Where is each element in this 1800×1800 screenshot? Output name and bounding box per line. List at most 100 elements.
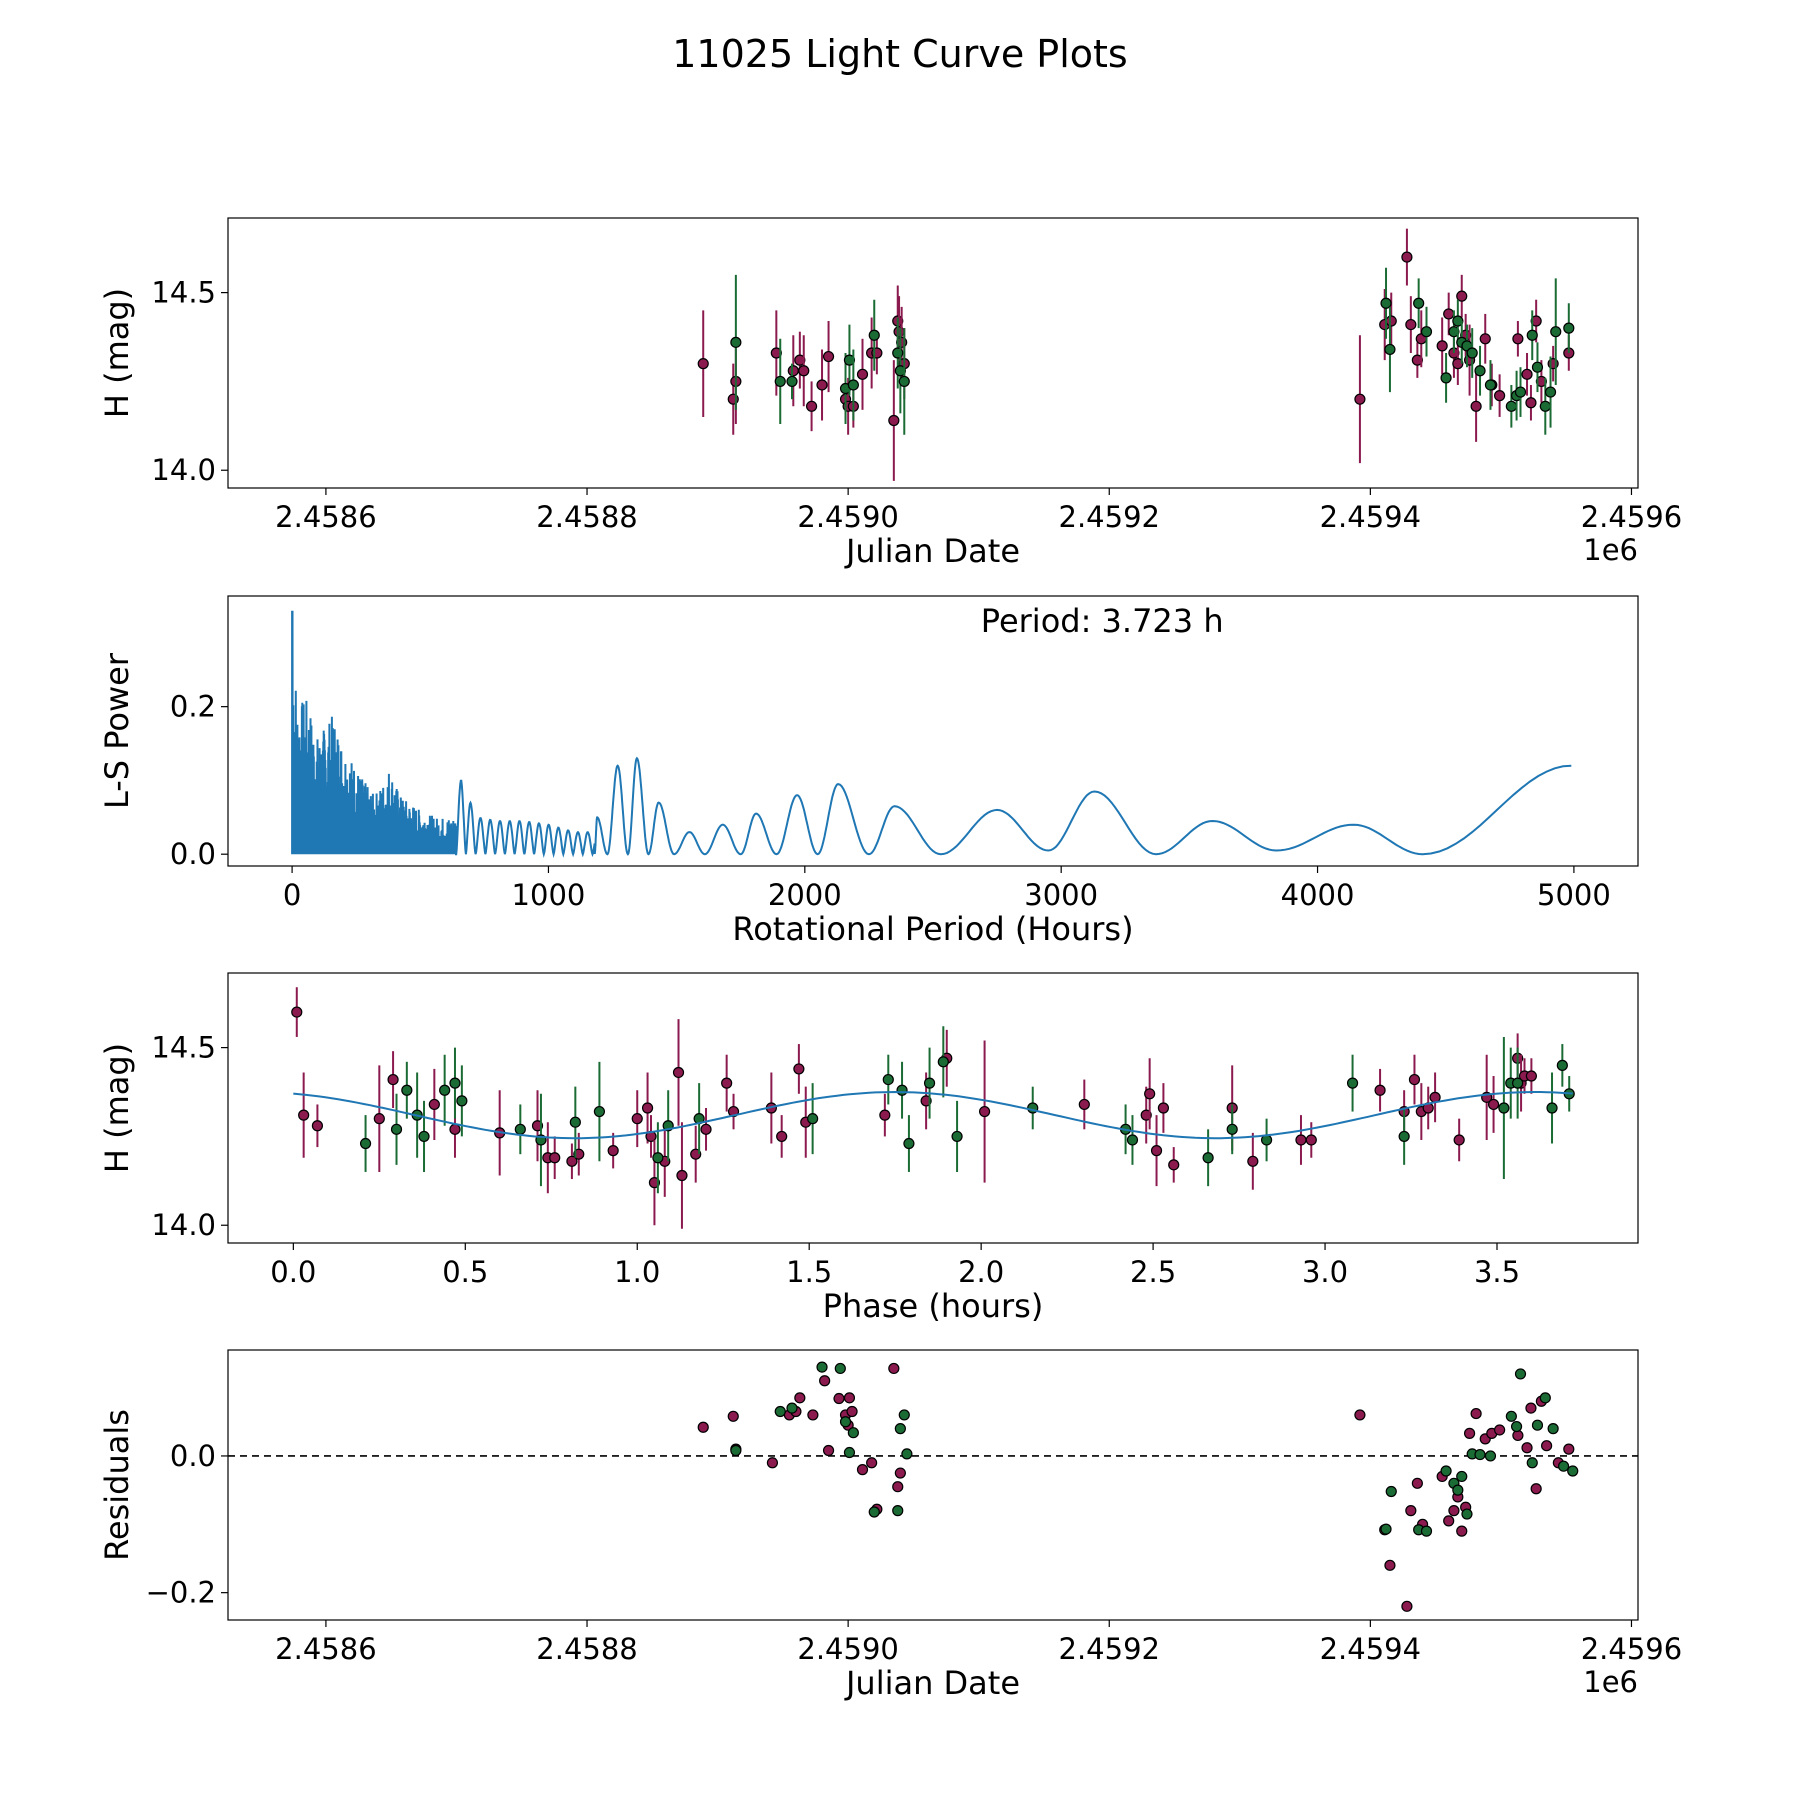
residuals-point xyxy=(774,1405,786,1418)
phased-point xyxy=(401,1084,413,1096)
phased-point xyxy=(373,1113,385,1125)
lightcurve-point xyxy=(843,354,856,366)
lightcurve-point xyxy=(1420,326,1433,338)
residuals-ytick-label: 0.0 xyxy=(170,1439,216,1473)
residuals-point xyxy=(888,1362,900,1375)
phased-xtick-label: 2.0 xyxy=(958,1255,1004,1289)
lightcurve-ytick-label: 14.5 xyxy=(151,276,216,310)
residuals-ytick-label: −0.2 xyxy=(146,1576,216,1610)
lightcurve-point xyxy=(1525,397,1537,409)
phased-panel: 0.0 0.5 1.0 1.5 2.0 2.5 3.0 3.5 14.0 14.5 Phase (h… xyxy=(98,972,1639,1325)
lightcurve-plot-area xyxy=(697,228,1575,481)
phased-point xyxy=(631,1113,643,1125)
residuals-point xyxy=(1547,1423,1559,1435)
phased-point xyxy=(569,1116,581,1128)
residuals-point xyxy=(1456,1470,1468,1483)
lightcurve-point xyxy=(1440,372,1452,384)
phased-point xyxy=(978,1105,991,1118)
phased-point xyxy=(456,1095,468,1107)
residuals-point xyxy=(1521,1442,1533,1454)
phased-point xyxy=(1202,1152,1214,1164)
phased-point xyxy=(387,1073,399,1086)
lightcurve-point xyxy=(1354,393,1366,405)
phased-point xyxy=(1525,1070,1537,1082)
residuals-point xyxy=(847,1427,859,1439)
phased-point xyxy=(700,1123,712,1135)
periodogram-panel: 0 1000 2000 3000 4000 5000 0.0 0.2 Rotational Pe… xyxy=(98,595,1639,948)
residuals-axes-frame xyxy=(227,1349,1639,1621)
period-annotation: Period: 3.723 h xyxy=(981,602,1224,640)
residuals-point xyxy=(1567,1465,1579,1477)
residuals-point xyxy=(1385,1485,1397,1498)
residuals-point xyxy=(786,1402,798,1414)
residuals-point xyxy=(1411,1477,1423,1489)
phased-point xyxy=(1247,1155,1259,1167)
residuals-point xyxy=(839,1416,852,1428)
phased-point xyxy=(1150,1145,1163,1157)
lightcurve-point xyxy=(774,375,786,388)
lightcurve-point xyxy=(1474,365,1486,377)
lightcurve-point xyxy=(1514,386,1527,398)
residuals-point xyxy=(833,1392,845,1405)
lightcurve-point xyxy=(1521,368,1533,380)
lightcurve-ytick-label: 14.0 xyxy=(151,453,216,487)
phased-point xyxy=(1374,1084,1386,1096)
phased-point xyxy=(514,1123,526,1135)
residuals-point xyxy=(794,1392,806,1404)
phased-point xyxy=(1078,1098,1090,1111)
residuals-point xyxy=(1563,1443,1575,1455)
phased-point xyxy=(1546,1102,1558,1114)
phased-point xyxy=(672,1066,685,1079)
residuals-xtick-label: 2.4586 xyxy=(275,1632,376,1666)
phased-point xyxy=(1226,1123,1238,1135)
lightcurve-xlabel: Julian Date xyxy=(844,532,1020,570)
periodogram-xtick-label: 4000 xyxy=(1281,878,1355,912)
periodogram-ytick-label: 0.2 xyxy=(170,690,216,724)
residuals-xtick-label: 2.4588 xyxy=(536,1632,637,1666)
lightcurve-point xyxy=(1448,326,1460,338)
phased-point xyxy=(449,1123,461,1135)
residuals-point xyxy=(868,1506,880,1518)
phased-point xyxy=(721,1077,733,1089)
lightcurve-xtick-label: 2.4586 xyxy=(275,500,376,534)
residuals-point xyxy=(894,1423,906,1435)
lightcurve-xtick-label: 2.4590 xyxy=(797,500,898,534)
lightcurve-axes-frame xyxy=(227,217,1639,489)
phased-point xyxy=(418,1130,430,1143)
residuals-point xyxy=(727,1410,739,1422)
lightcurve-point xyxy=(1401,251,1413,263)
lightcurve-point xyxy=(1530,315,1542,327)
residuals-point xyxy=(846,1405,858,1418)
lightcurve-point xyxy=(770,347,782,359)
residuals-point xyxy=(843,1446,856,1459)
lightcurve-point xyxy=(1563,322,1575,334)
phased-xtick-label: 1.5 xyxy=(786,1255,832,1289)
residuals-point xyxy=(892,1481,904,1493)
phased-point xyxy=(882,1073,894,1086)
phased-point xyxy=(1157,1102,1170,1114)
residuals-point xyxy=(1384,1559,1396,1571)
phased-point xyxy=(428,1098,440,1111)
phased-point xyxy=(390,1123,403,1135)
residuals-xtick-label: 2.4596 xyxy=(1581,1632,1682,1666)
phased-point xyxy=(566,1155,578,1167)
phased-point xyxy=(311,1120,324,1132)
phased-point xyxy=(879,1109,891,1121)
phased-ytick-label: 14.0 xyxy=(151,1208,216,1242)
phased-point xyxy=(1144,1088,1156,1100)
lightcurve-xtick-label: 2.4592 xyxy=(1059,500,1160,534)
residuals-xtick-label: 2.4590 xyxy=(797,1632,898,1666)
lightcurve-point xyxy=(730,336,742,348)
lightcurve-point xyxy=(1456,290,1468,302)
residuals-point xyxy=(697,1421,709,1433)
phased-ytick-label: 14.5 xyxy=(151,1031,216,1065)
phased-point xyxy=(607,1145,619,1157)
phased-xlabel: Phase (hours) xyxy=(823,1287,1044,1325)
phased-point xyxy=(807,1113,819,1125)
residuals-point xyxy=(1526,1457,1538,1469)
phased-point xyxy=(1453,1134,1465,1146)
lightcurve-point xyxy=(847,379,859,391)
phased-point xyxy=(896,1084,908,1096)
residuals-point xyxy=(1463,1427,1476,1439)
phased-xtick-label: 3.5 xyxy=(1474,1255,1520,1289)
